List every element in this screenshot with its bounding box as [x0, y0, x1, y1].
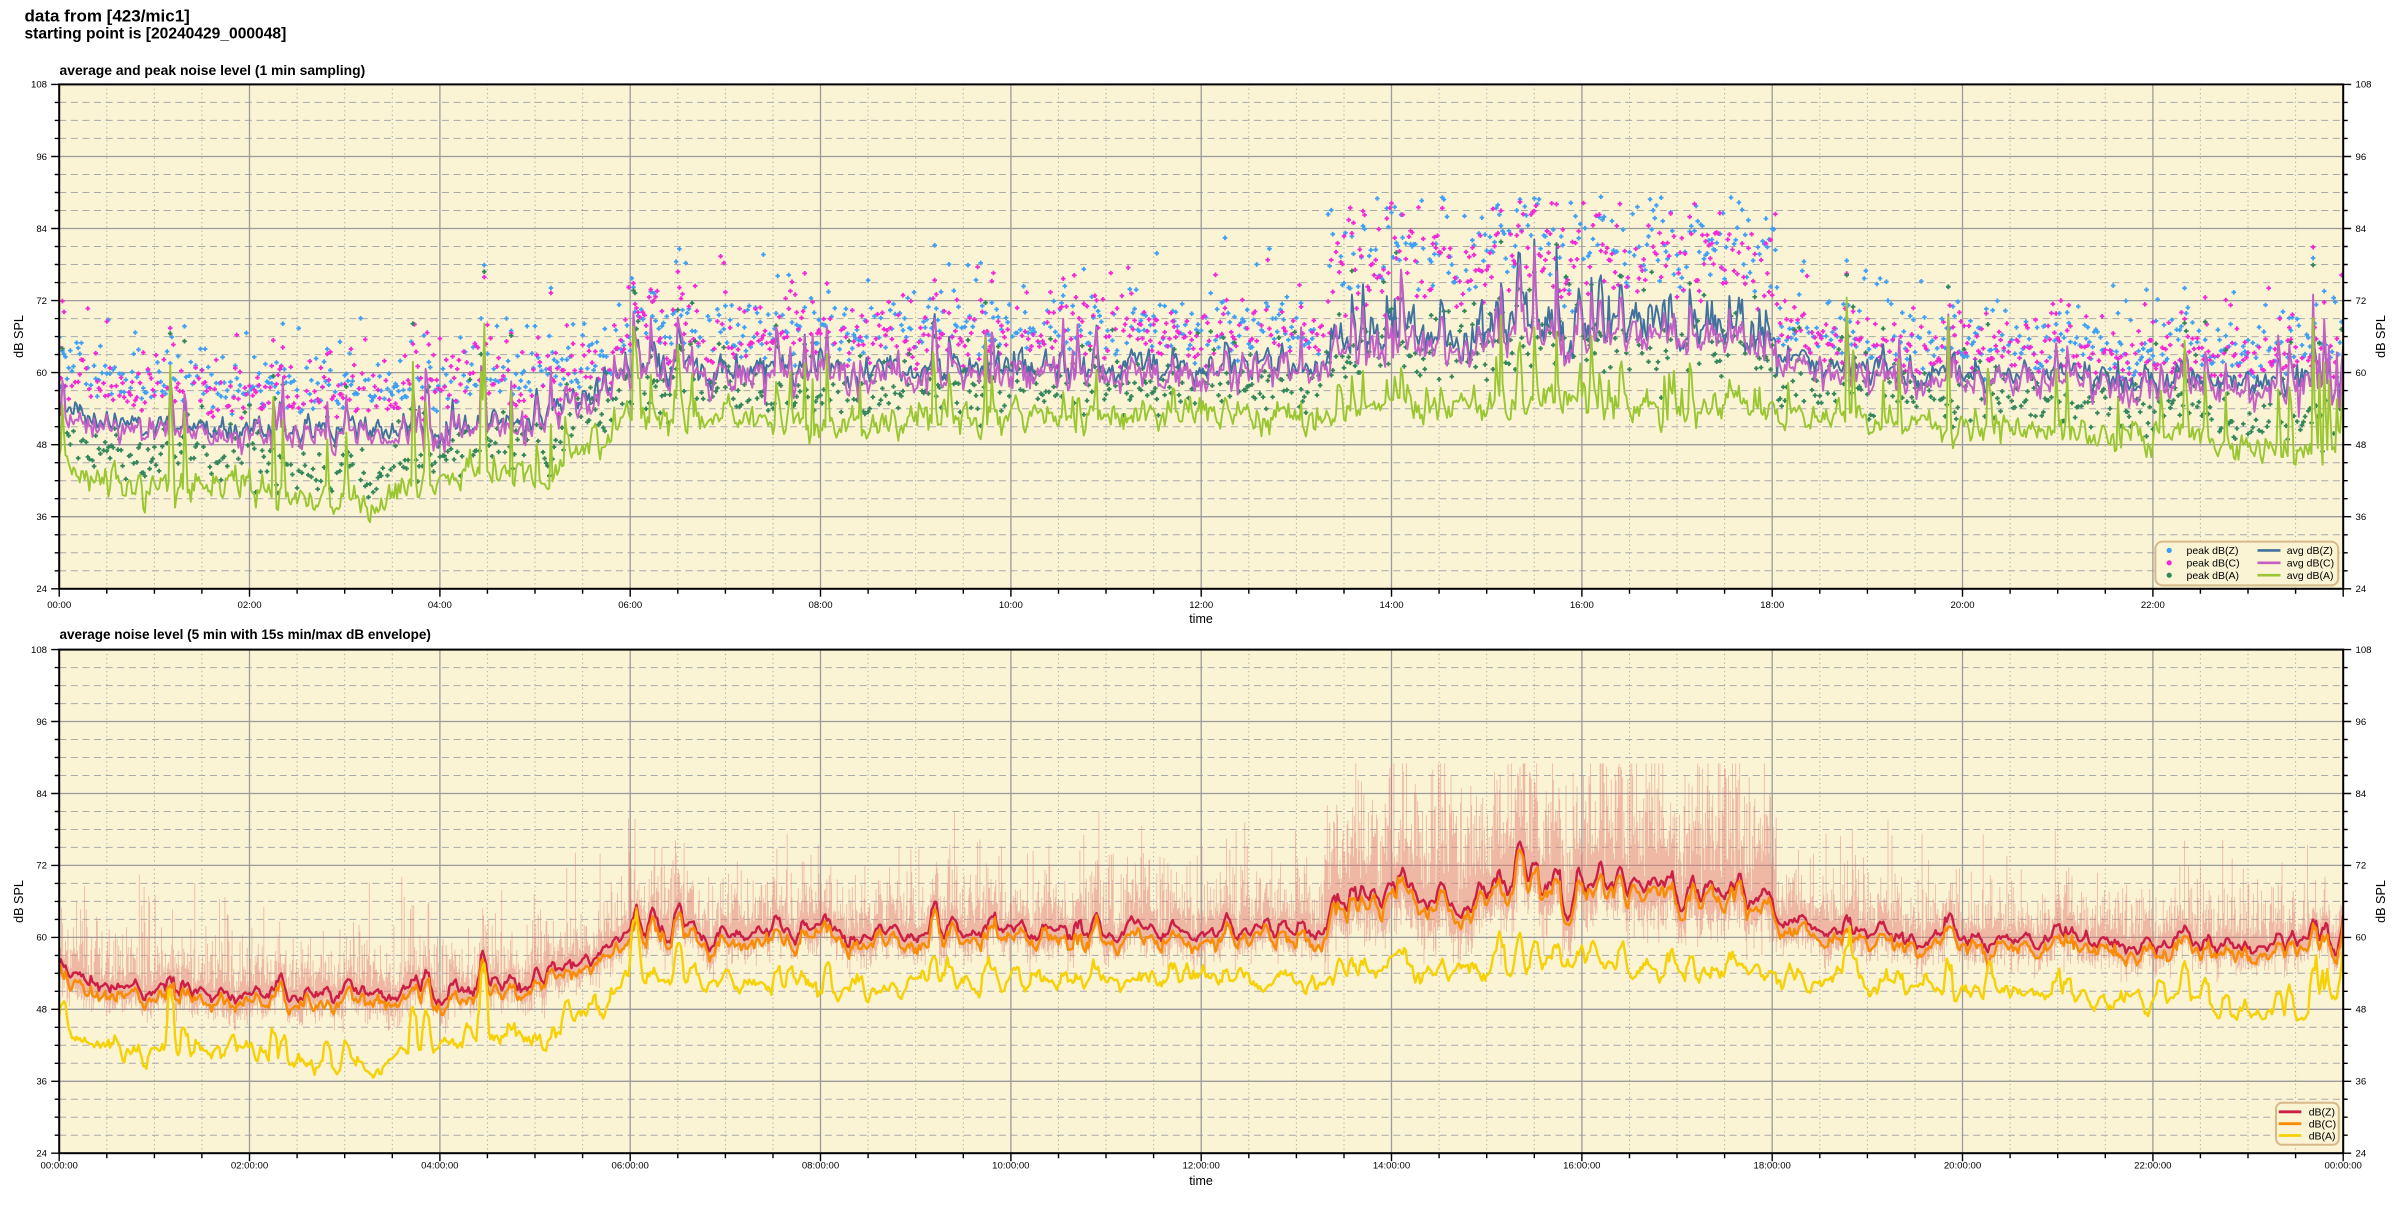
- svg-text:72: 72: [36, 861, 47, 872]
- svg-text:peak dB(Z): peak dB(Z): [2187, 545, 2239, 557]
- svg-text:72: 72: [2356, 861, 2367, 872]
- svg-text:96: 96: [2356, 717, 2367, 728]
- svg-text:108: 108: [2356, 645, 2372, 656]
- svg-text:108: 108: [2356, 80, 2372, 91]
- svg-text:dB(Z): dB(Z): [2309, 1107, 2335, 1119]
- svg-text:dB SPL: dB SPL: [2374, 315, 2388, 358]
- svg-text:average noise level (5 min wit: average noise level (5 min with 15s min/…: [60, 627, 431, 642]
- svg-text:dB SPL: dB SPL: [12, 315, 26, 358]
- svg-text:avg dB(Z): avg dB(Z): [2287, 545, 2333, 557]
- svg-text:avg dB(A): avg dB(A): [2287, 570, 2334, 582]
- svg-text:36: 36: [2356, 1077, 2367, 1088]
- svg-text:04:00: 04:00: [428, 600, 452, 611]
- svg-text:48: 48: [2356, 1005, 2367, 1016]
- svg-text:96: 96: [2356, 152, 2367, 163]
- svg-text:22:00:00: 22:00:00: [2134, 1160, 2171, 1171]
- svg-text:24: 24: [2356, 1149, 2367, 1160]
- svg-text:02:00: 02:00: [238, 600, 262, 611]
- svg-text:36: 36: [2356, 512, 2367, 523]
- svg-text:dB(C): dB(C): [2309, 1119, 2336, 1131]
- svg-text:starting point is [20240429_00: starting point is [20240429_000048]: [25, 26, 287, 43]
- svg-text:08:00: 08:00: [809, 600, 833, 611]
- svg-text:20:00: 20:00: [1951, 600, 1975, 611]
- svg-text:dB(A): dB(A): [2309, 1130, 2336, 1142]
- svg-text:22:00: 22:00: [2141, 600, 2165, 611]
- svg-text:00:00: 00:00: [47, 600, 71, 611]
- svg-text:00:00:00: 00:00:00: [2325, 1160, 2362, 1171]
- svg-text:24: 24: [2356, 584, 2367, 595]
- svg-text:14:00: 14:00: [1380, 600, 1404, 611]
- svg-text:16:00:00: 16:00:00: [1563, 1160, 1600, 1171]
- svg-text:84: 84: [36, 789, 47, 800]
- svg-text:36: 36: [36, 1077, 47, 1088]
- svg-text:dB SPL: dB SPL: [2374, 880, 2388, 923]
- svg-text:84: 84: [36, 224, 47, 235]
- svg-text:48: 48: [2356, 440, 2367, 451]
- svg-text:18:00: 18:00: [1760, 600, 1784, 611]
- svg-text:08:00:00: 08:00:00: [802, 1160, 839, 1171]
- svg-text:12:00: 12:00: [1189, 600, 1213, 611]
- svg-text:108: 108: [31, 80, 47, 91]
- svg-text:06:00:00: 06:00:00: [612, 1160, 649, 1171]
- svg-text:72: 72: [36, 296, 47, 307]
- svg-text:data from [423/mic1]: data from [423/mic1]: [25, 7, 190, 26]
- svg-text:20:00:00: 20:00:00: [1944, 1160, 1981, 1171]
- svg-text:60: 60: [2356, 933, 2367, 944]
- svg-text:06:00: 06:00: [618, 600, 642, 611]
- svg-text:10:00:00: 10:00:00: [992, 1160, 1029, 1171]
- svg-text:96: 96: [36, 717, 47, 728]
- svg-text:108: 108: [31, 645, 47, 656]
- svg-text:average and peak noise level (: average and peak noise level (1 min samp…: [60, 62, 366, 78]
- svg-text:60: 60: [2356, 368, 2367, 379]
- svg-text:00:00:00: 00:00:00: [41, 1160, 78, 1171]
- svg-text:18:00:00: 18:00:00: [1754, 1160, 1791, 1171]
- svg-text:time: time: [1189, 1174, 1213, 1188]
- svg-text:peak dB(A): peak dB(A): [2187, 570, 2240, 582]
- svg-text:avg dB(C): avg dB(C): [2287, 558, 2334, 570]
- svg-text:72: 72: [2356, 296, 2367, 307]
- svg-text:peak dB(C): peak dB(C): [2187, 558, 2240, 570]
- svg-text:02:00:00: 02:00:00: [231, 1160, 268, 1171]
- svg-text:60: 60: [36, 933, 47, 944]
- svg-text:time: time: [1189, 612, 1213, 626]
- svg-text:14:00:00: 14:00:00: [1373, 1160, 1410, 1171]
- svg-text:12:00:00: 12:00:00: [1183, 1160, 1220, 1171]
- svg-text:10:00: 10:00: [999, 600, 1023, 611]
- svg-text:24: 24: [36, 1149, 47, 1160]
- svg-text:36: 36: [36, 512, 47, 523]
- svg-text:dB SPL: dB SPL: [12, 880, 26, 923]
- svg-text:04:00:00: 04:00:00: [421, 1160, 458, 1171]
- svg-text:96: 96: [36, 152, 47, 163]
- svg-text:24: 24: [36, 584, 47, 595]
- svg-text:84: 84: [2356, 789, 2367, 800]
- svg-text:84: 84: [2356, 224, 2367, 235]
- svg-text:60: 60: [36, 368, 47, 379]
- svg-text:16:00: 16:00: [1570, 600, 1594, 611]
- svg-text:48: 48: [36, 1005, 47, 1016]
- svg-text:48: 48: [36, 440, 47, 451]
